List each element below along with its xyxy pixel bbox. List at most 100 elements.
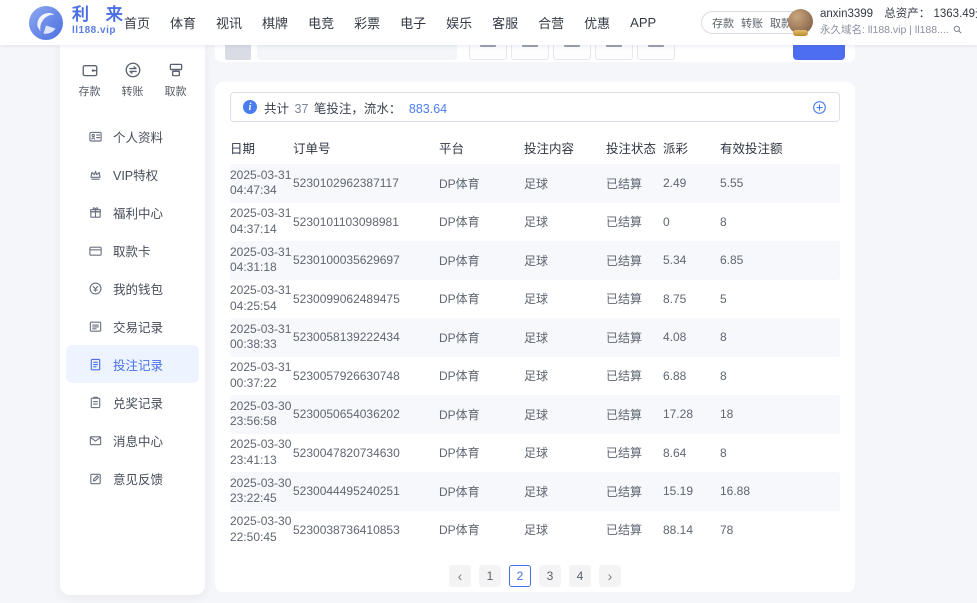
cell-valid-amount: 5.55 (720, 176, 744, 191)
brand-text[interactable]: 利 来 ll188.vip (72, 6, 129, 36)
sidebar-item-label: 意见反馈 (113, 472, 164, 487)
username[interactable]: anxin3399 (820, 8, 874, 20)
cell-valid-amount: 5 (720, 291, 727, 306)
table-row[interactable]: 2025-03-31 04:37:14 5230101103098981 DP体… (230, 203, 840, 242)
nav-item[interactable]: 棋牌 (262, 16, 289, 31)
nav-item[interactable]: 视讯 (216, 16, 243, 31)
sidebar-menu-item[interactable]: 兑奖记录 (66, 383, 199, 421)
cell-bet-content: 足球 (524, 446, 549, 461)
cell-bet-content: 足球 (524, 330, 549, 345)
cell-bet-content: 足球 (524, 253, 549, 268)
sidebar-quick-action[interactable]: 转账 (122, 61, 144, 99)
main-nav: 首页 体育 视讯 棋牌 电竞 彩票 电子 娱乐 客服 合营 优惠 APP (124, 0, 656, 45)
cell-payout: 8.75 (663, 291, 687, 306)
nav-item[interactable]: 电竞 (308, 16, 335, 31)
quick-range-button[interactable] (511, 45, 549, 60)
cell-bet-status: 已结算 (606, 446, 643, 461)
table-row[interactable]: 2025-03-31 04:47:34 5230102962387117 DP体… (230, 164, 840, 203)
avatar[interactable] (788, 9, 813, 36)
summary-prefix: 共计 (264, 101, 290, 116)
quick-pill-item[interactable]: 取款 (770, 17, 792, 30)
table-row[interactable]: 2025-03-30 22:50:45 5230038736410853 DP体… (230, 511, 840, 550)
plus-circle-icon[interactable] (812, 100, 827, 115)
cell-bet-status: 已结算 (606, 369, 643, 384)
prev-page-button[interactable]: ‹ (449, 565, 471, 587)
quick-pill-item[interactable]: 存款 (712, 17, 734, 30)
page-number-button[interactable]: 4 (569, 565, 591, 587)
table-header-cell: 派彩 (663, 141, 689, 156)
sidebar-quick-action[interactable]: 取款 (165, 61, 187, 99)
sidebar-menu-item[interactable]: 意见反馈 (66, 459, 199, 497)
cell-platform: DP体育 (439, 407, 480, 422)
cell-platform: DP体育 (439, 253, 480, 268)
quick-pill-item[interactable]: 转账 (741, 17, 763, 30)
table-row[interactable]: 2025-03-30 23:56:58 5230050654036202 DP体… (230, 395, 840, 434)
sidebar-menu: 个人资料 VIP特权 福利中心 取款卡 我的钱包 (60, 117, 205, 497)
deposit-icon (81, 61, 99, 79)
cell-platform: DP体育 (439, 215, 480, 230)
sidebar-menu-item[interactable]: VIP特权 (66, 155, 199, 193)
feedback-icon (88, 471, 103, 486)
profile-icon (88, 129, 103, 144)
transactions-icon (88, 319, 103, 334)
search-icon[interactable] (952, 24, 963, 35)
quick-range-button[interactable] (469, 45, 507, 60)
page-number-button[interactable]: 2 (509, 565, 531, 587)
sidebar-menu-item[interactable]: 福利中心 (66, 193, 199, 231)
info-icon: i (243, 100, 257, 114)
transfer-icon (124, 61, 142, 79)
table-row[interactable]: 2025-03-31 00:37:22 5230057926630748 DP体… (230, 357, 840, 396)
cell-payout: 0 (663, 214, 670, 229)
sidebar-menu-item[interactable]: 个人资料 (66, 117, 199, 155)
quick-range-button[interactable] (637, 45, 675, 60)
bank-card-icon (88, 243, 103, 258)
nav-item[interactable]: 彩票 (354, 16, 381, 31)
cell-date: 2025-03-31 04:37:14 (230, 206, 292, 236)
nav-item[interactable]: 优惠 (584, 16, 611, 31)
nav-item[interactable]: 娱乐 (446, 16, 473, 31)
cell-platform: DP体育 (439, 523, 480, 538)
withdraw-icon (167, 61, 185, 79)
quick-range-button[interactable] (553, 45, 591, 60)
date-range-input[interactable] (257, 45, 457, 60)
cell-order-number: 5230102962387117 (293, 176, 399, 191)
cell-date: 2025-03-30 23:56:58 (230, 398, 292, 429)
nav-item[interactable]: 客服 (492, 16, 519, 31)
sidebar-menu-item[interactable]: 交易记录 (66, 307, 199, 345)
page-number-button[interactable]: 1 (479, 565, 501, 587)
table-row[interactable]: 2025-03-30 23:41:13 5230047820734630 DP体… (230, 434, 840, 473)
sidebar-menu-item[interactable]: 取款卡 (66, 231, 199, 269)
cell-order-number: 5230047820734630 (293, 445, 400, 460)
sidebar-menu-item[interactable]: 我的钱包 (66, 269, 199, 307)
nav-item[interactable]: 体育 (170, 16, 197, 31)
summary-alert: i 共计 37 笔投注，流水： 883.64 (230, 92, 840, 122)
nav-item[interactable]: 首页 (124, 16, 151, 31)
page-number-button[interactable]: 3 (539, 565, 561, 587)
summary-middle: 笔投注，流水： (313, 101, 402, 116)
sidebar-menu-item[interactable]: 消息中心 (66, 421, 199, 459)
cell-date: 2025-03-31 00:38:33 (230, 321, 292, 352)
cell-order-number: 5230057926630748 (293, 368, 400, 383)
brand-logo-icon[interactable] (28, 5, 64, 41)
query-button[interactable] (793, 45, 845, 60)
cell-date: 2025-03-31 04:47:34 (230, 167, 292, 198)
cell-valid-amount: 78 (720, 522, 734, 537)
table-row[interactable]: 2025-03-31 04:25:54 5230099062489475 DP体… (230, 280, 840, 319)
nav-item[interactable]: APP (630, 15, 657, 30)
nav-item[interactable]: 合营 (538, 16, 565, 31)
cell-valid-amount: 16.88 (720, 484, 751, 499)
cell-platform: DP体育 (439, 330, 480, 345)
cell-payout: 2.49 (663, 176, 687, 191)
table-row[interactable]: 2025-03-30 23:22:45 5230044495240251 DP体… (230, 472, 840, 511)
sidebar-quick-action[interactable]: 存款 (79, 61, 101, 99)
table-header-cell: 投注状态 (606, 141, 657, 156)
cell-order-number: 5230058139222434 (293, 330, 400, 345)
next-page-button[interactable]: › (599, 565, 621, 587)
sidebar-menu-item[interactable]: 投注记录 (66, 345, 199, 383)
table-row[interactable]: 2025-03-31 00:38:33 5230058139222434 DP体… (230, 318, 840, 357)
table-row[interactable]: 2025-03-31 04:31:18 5230100035629697 DP体… (230, 241, 840, 280)
table-header-cell: 平台 (439, 141, 465, 156)
quick-range-button[interactable] (595, 45, 633, 60)
nav-item[interactable]: 电子 (400, 16, 427, 31)
